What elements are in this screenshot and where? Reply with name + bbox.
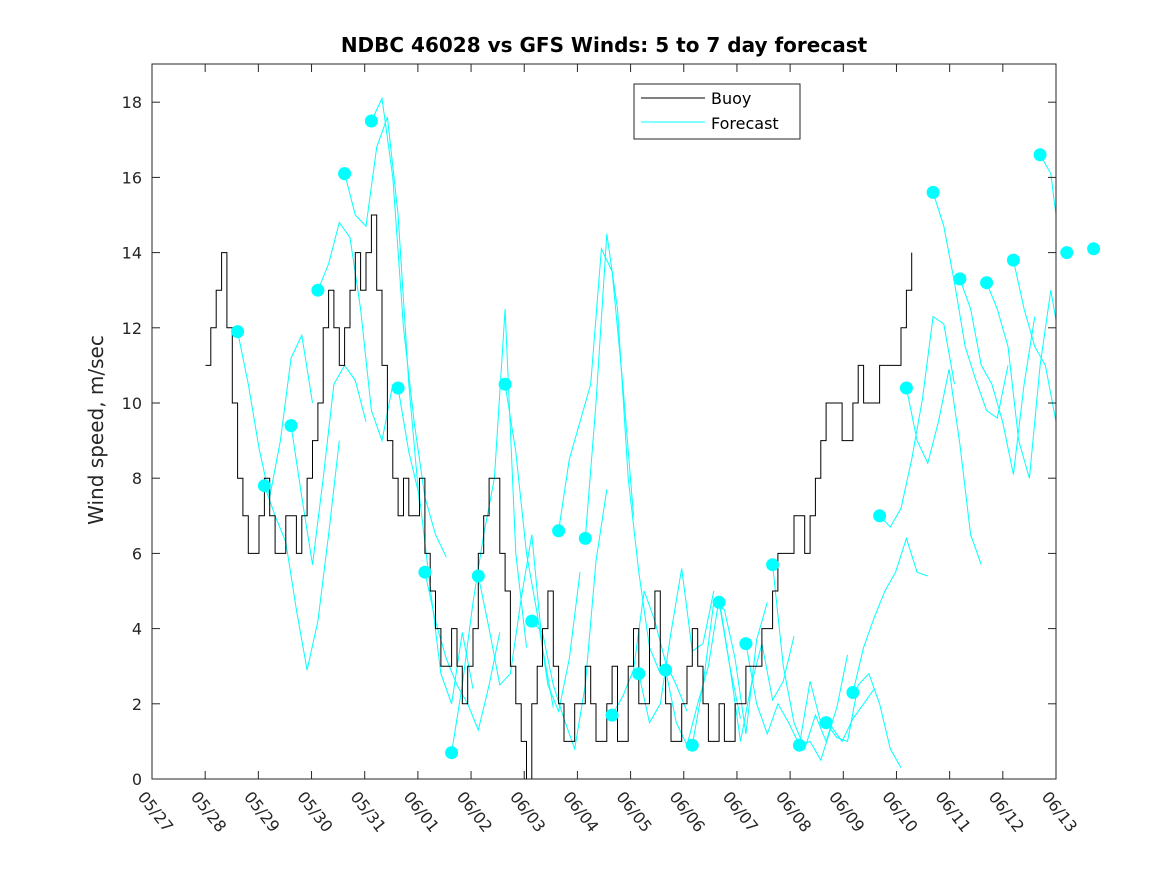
forecast-line-23 <box>852 536 928 693</box>
forecast-line-9 <box>477 534 554 708</box>
y-tick-label-2: 2 <box>132 695 142 714</box>
forecast-marker-28 <box>980 276 994 290</box>
forecast-line-5 <box>370 96 447 558</box>
legend-buoy-label: Buoy <box>711 89 751 108</box>
forecast-marker-16 <box>659 663 673 677</box>
forecast-marker-4 <box>338 167 352 181</box>
forecast-line-28 <box>986 282 1057 479</box>
y-tick-label-16: 16 <box>122 168 142 187</box>
forecast-line-17 <box>691 601 768 746</box>
forecast-marker-23 <box>846 686 860 699</box>
forecast-marker-9 <box>471 569 485 583</box>
y-tick-label-18: 18 <box>122 93 142 112</box>
forecast-line-18 <box>718 602 795 742</box>
y-tick-label-14: 14 <box>122 244 142 263</box>
forecast-marker-2 <box>284 419 298 433</box>
forecast-line-25 <box>905 369 982 565</box>
forecast-marker-26 <box>926 185 940 199</box>
forecast-marker-15 <box>632 667 646 681</box>
forecast-marker-20 <box>766 558 780 572</box>
forecast-marker-31 <box>1060 246 1074 260</box>
forecast-line-20 <box>772 564 848 751</box>
forecast-line-24 <box>879 315 955 528</box>
forecast-marker-18 <box>712 595 726 609</box>
forecast-marker-17 <box>685 738 699 752</box>
forecast-marker-29 <box>1006 253 1020 267</box>
forecast-marker-11 <box>525 614 539 628</box>
forecast-marker-7 <box>418 565 432 579</box>
buoy-line <box>205 214 913 780</box>
forecast-marker-32 <box>1087 242 1101 256</box>
y-tick-label-12: 12 <box>122 319 142 338</box>
forecast-line-26 <box>932 192 1009 419</box>
forecast-line-22 <box>825 672 902 768</box>
legend-forecast-label: Forecast <box>711 114 779 133</box>
y-tick-label-6: 6 <box>132 544 142 563</box>
forecast-line-14 <box>611 590 688 716</box>
forecast-line-2 <box>290 364 367 565</box>
forecast-line-13 <box>584 233 661 674</box>
forecast-line-11 <box>531 489 608 751</box>
forecast-marker-30 <box>1033 148 1047 162</box>
forecast-marker-13 <box>578 531 592 545</box>
forecast-marker-25 <box>899 381 913 395</box>
forecast-marker-24 <box>873 509 887 523</box>
forecast-marker-19 <box>739 637 753 651</box>
forecast-marker-6 <box>391 381 405 395</box>
y-tick-label-8: 8 <box>132 469 142 488</box>
forecast-line-19 <box>745 643 822 747</box>
forecast-line-6 <box>397 387 474 704</box>
plot-area <box>205 94 1101 780</box>
plot-frame <box>151 63 1057 780</box>
forecast-marker-21 <box>792 738 806 752</box>
forecast-marker-3 <box>311 283 325 297</box>
y-axis-label: Wind speed, m/sec <box>84 335 108 525</box>
y-tick-label-10: 10 <box>122 394 142 413</box>
forecast-marker-14 <box>605 708 619 722</box>
forecast-marker-22 <box>819 716 833 730</box>
chart-title: NDBC 46028 vs GFS Winds: 5 to 7 day fore… <box>341 33 868 57</box>
legend-box <box>633 83 801 140</box>
forecast-marker-12 <box>552 524 566 538</box>
forecast-marker-5 <box>364 114 378 128</box>
y-tick-label-0: 0 <box>132 770 142 789</box>
forecast-marker-27 <box>953 272 967 286</box>
forecast-line-0 <box>237 331 313 498</box>
forecast-line-1 <box>263 440 340 671</box>
y-tick-label-4: 4 <box>132 620 142 639</box>
forecast-marker-8 <box>445 746 459 760</box>
forecast-marker-10 <box>498 377 512 391</box>
forecast-marker-1 <box>257 479 271 493</box>
forecast-marker-0 <box>231 325 245 339</box>
forecast-line-15 <box>638 568 715 724</box>
legend: Buoy Forecast <box>633 83 801 140</box>
forecast-line-27 <box>959 278 1036 475</box>
forecast-line-21 <box>799 688 875 762</box>
